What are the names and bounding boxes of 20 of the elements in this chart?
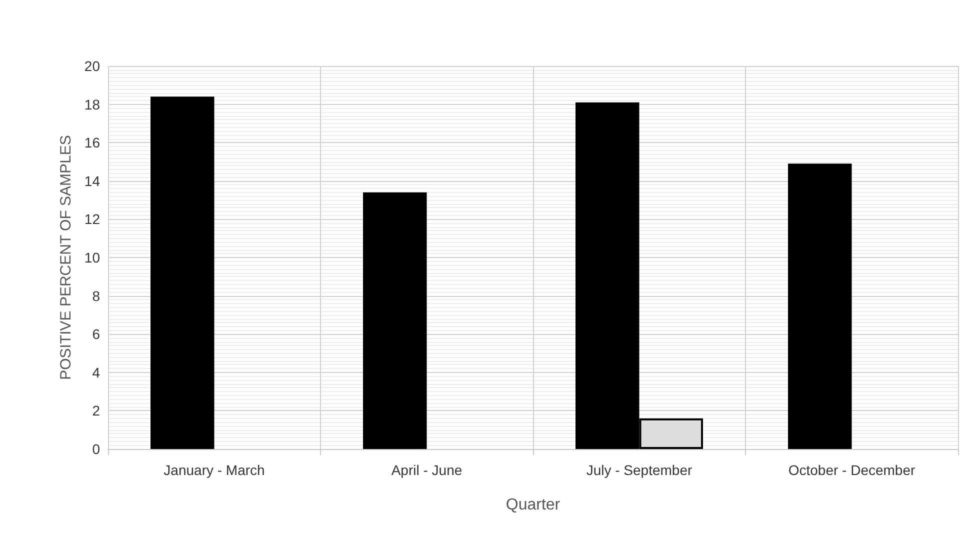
x-tick-label: April - June [391, 462, 462, 478]
bar [788, 164, 852, 449]
y-tick-label: 0 [92, 441, 100, 457]
y-tick-label: 14 [84, 172, 100, 189]
y-tick-label: 18 [84, 96, 100, 112]
y-tick-label: 6 [92, 326, 100, 342]
x-axis-title: Quarter [506, 496, 561, 514]
bar [150, 96, 214, 449]
y-tick-label: 4 [92, 364, 100, 380]
y-axis-title: POSITIVE PERCENT OF SAMPLES [58, 135, 75, 380]
y-tick-label: 20 [84, 58, 100, 74]
bar [363, 192, 427, 449]
y-tick-label: 8 [92, 288, 100, 304]
x-tick-label: July - September [586, 462, 692, 478]
y-tick-label: 12 [84, 211, 100, 228]
y-tick-label: 16 [84, 134, 100, 151]
x-tick-label: January - March [164, 462, 265, 478]
y-tick-label: 2 [92, 402, 100, 419]
x-tick-label: October - December [788, 462, 916, 478]
y-tick-label: 10 [84, 250, 100, 266]
